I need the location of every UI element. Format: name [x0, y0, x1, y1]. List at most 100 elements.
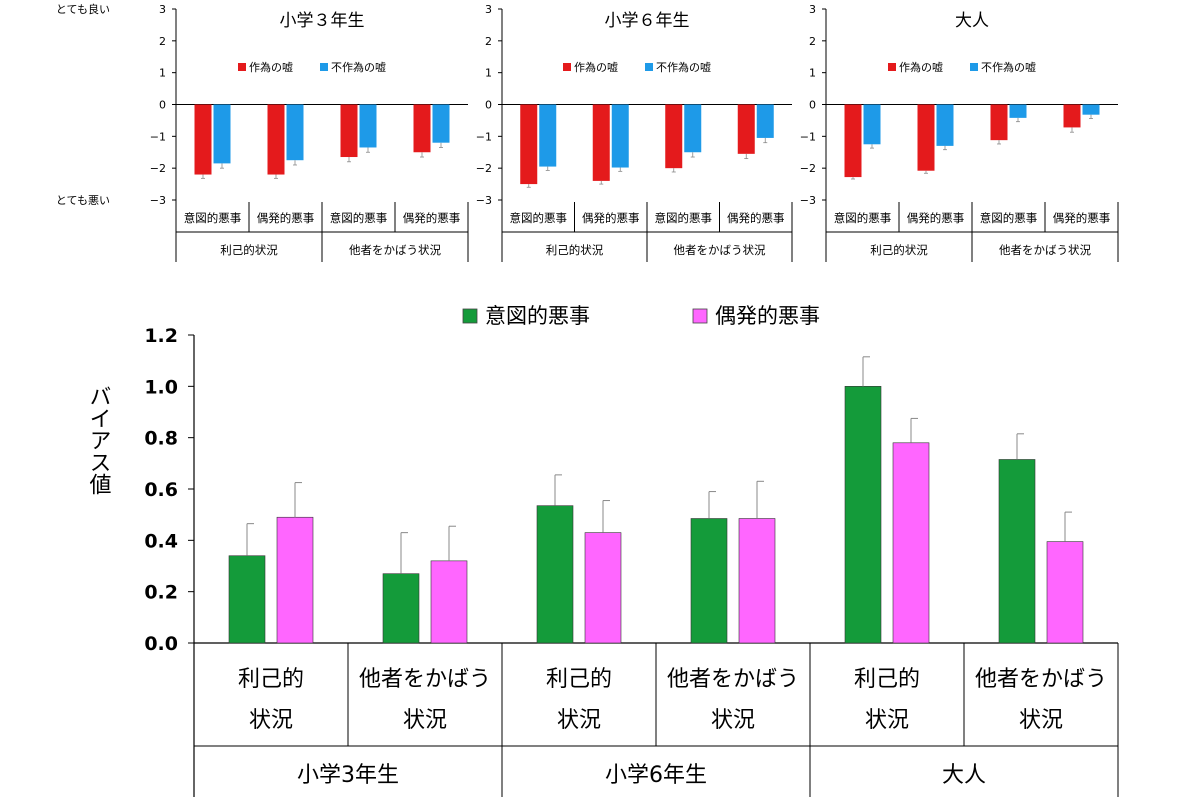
- y-tick-label: 0.0: [144, 633, 178, 655]
- y-axis-label: バイアス値: [86, 385, 112, 495]
- bar: [665, 104, 683, 169]
- bar: [432, 104, 450, 143]
- y-tick-label: 3: [485, 3, 492, 16]
- bar: [267, 104, 285, 175]
- x-tick-label-line1: 利己的: [854, 667, 920, 692]
- legend-swatch: [692, 308, 708, 324]
- x-tick-label-line1: 他者をかばう: [975, 667, 1107, 692]
- legend-label: 不作為の嘘: [981, 60, 1036, 74]
- x-tick-label: 偶発的悪事: [257, 211, 315, 225]
- group-label: 他者をかばう状況: [999, 243, 1091, 257]
- y-tick-label: −3: [476, 194, 492, 207]
- group-label: 小学3年生: [297, 763, 399, 788]
- x-tick-label-line2: 状況: [865, 708, 909, 733]
- bar: [592, 104, 610, 181]
- bar: [690, 518, 728, 644]
- bar: [1046, 541, 1084, 644]
- group-label: 利己的状況: [546, 243, 604, 257]
- x-tick-label: 意図的悪事: [184, 211, 242, 225]
- bar: [194, 104, 212, 175]
- x-tick-label: 偶発的悪事: [1053, 211, 1111, 225]
- group-label: 他者をかばう状況: [349, 243, 441, 257]
- bar: [413, 104, 431, 153]
- legend-label: 偶発的悪事: [715, 304, 820, 328]
- bar: [584, 532, 622, 644]
- x-tick-label-line1: 他者をかばう: [667, 667, 799, 692]
- legend-label: 不作為の嘘: [656, 60, 711, 74]
- bar: [756, 104, 774, 138]
- y-tick-label: 0.8: [144, 428, 178, 450]
- y-tick-label: 1.2: [144, 325, 178, 347]
- x-tick-label-line2: 状況: [249, 708, 293, 733]
- x-tick-label-line1: 利己的: [238, 667, 304, 692]
- bar: [340, 104, 358, 158]
- bar: [738, 518, 776, 644]
- x-tick-label: 意図的悪事: [980, 211, 1038, 225]
- bias-chart: 0.0 0.2 0.4 0.6 0.8 1.0 1.2 バイアス値 意図的悪事 偶発的悪事利己的状…: [86, 304, 1119, 797]
- x-tick-label-line1: 利己的: [546, 667, 612, 692]
- y-tick-label: −1: [800, 130, 816, 143]
- bar: [1082, 104, 1100, 115]
- x-tick-label-line2: 状況: [557, 708, 601, 733]
- bar: [844, 386, 882, 644]
- bar: [539, 104, 557, 167]
- group-label: 利己的状況: [870, 243, 928, 257]
- bar: [286, 104, 304, 161]
- bar: [936, 104, 954, 146]
- y-tick-label: 2: [809, 35, 816, 48]
- scale-bottom-label: とても悪い: [56, 194, 110, 207]
- scale-top-label: とても良い: [56, 2, 110, 16]
- x-tick-label: 意図的悪事: [510, 211, 568, 225]
- chart-title: 小学３年生: [280, 11, 365, 31]
- legend-label: 作為の嘘: [574, 60, 618, 74]
- bar: [430, 560, 468, 644]
- legend-swatch: [238, 63, 246, 71]
- bar: [359, 104, 377, 148]
- x-tick-label-line2: 状況: [1019, 708, 1063, 733]
- bar: [536, 505, 574, 644]
- y-tick-label: −2: [150, 162, 166, 175]
- bar: [520, 104, 538, 185]
- y-tick-label: 0.2: [144, 582, 178, 604]
- y-tick-label: 3: [159, 3, 166, 16]
- group-label: 大人: [942, 763, 986, 788]
- x-tick-label: 意図的悪事: [834, 211, 892, 225]
- y-tick-label: 1: [809, 67, 816, 80]
- y-tick-label: 2: [485, 35, 492, 48]
- y-tick-label: 0.6: [144, 479, 178, 501]
- x-tick-label: 意図的悪事: [655, 211, 713, 225]
- bar: [990, 104, 1008, 141]
- y-tick-label: −3: [800, 194, 816, 207]
- bar: [382, 573, 420, 644]
- y-tick-label: −1: [476, 130, 492, 143]
- y-tick-label: −2: [800, 162, 816, 175]
- y-tick-label: 0: [159, 99, 166, 112]
- legend-swatch: [320, 63, 328, 71]
- x-tick-label: 偶発的悪事: [727, 211, 785, 225]
- group-label: 他者をかばう状況: [674, 243, 766, 257]
- y-tick-label: −1: [150, 130, 166, 143]
- bar: [863, 104, 881, 145]
- bar: [213, 104, 231, 164]
- group-label: 小学6年生: [605, 763, 707, 788]
- bar: [892, 442, 930, 644]
- bar: [844, 104, 862, 178]
- bar: [276, 516, 314, 644]
- y-tick-label: 3: [809, 3, 816, 16]
- bar: [1063, 104, 1081, 128]
- chart-title: 大人: [955, 11, 989, 31]
- legend-label: 意図的悪事: [485, 304, 590, 328]
- legend-swatch: [970, 63, 978, 71]
- y-tick-label: 0.4: [144, 530, 178, 552]
- y-tick-label: −2: [476, 162, 492, 175]
- chart-title: 小学６年生: [605, 11, 690, 31]
- legend-swatch: [563, 63, 571, 71]
- bar: [684, 104, 702, 153]
- x-tick-label-line1: 他者をかばう: [359, 667, 491, 692]
- small-chart-2: 3210−1−2−3小学６年生作為の嘘 不作為の嘘意図的悪事 偶発的悪事 意図的悪事偶…: [476, 3, 793, 262]
- legend-swatch: [462, 308, 478, 324]
- x-tick-label: 偶発的悪事: [403, 211, 461, 225]
- y-tick-label: 0: [809, 99, 816, 112]
